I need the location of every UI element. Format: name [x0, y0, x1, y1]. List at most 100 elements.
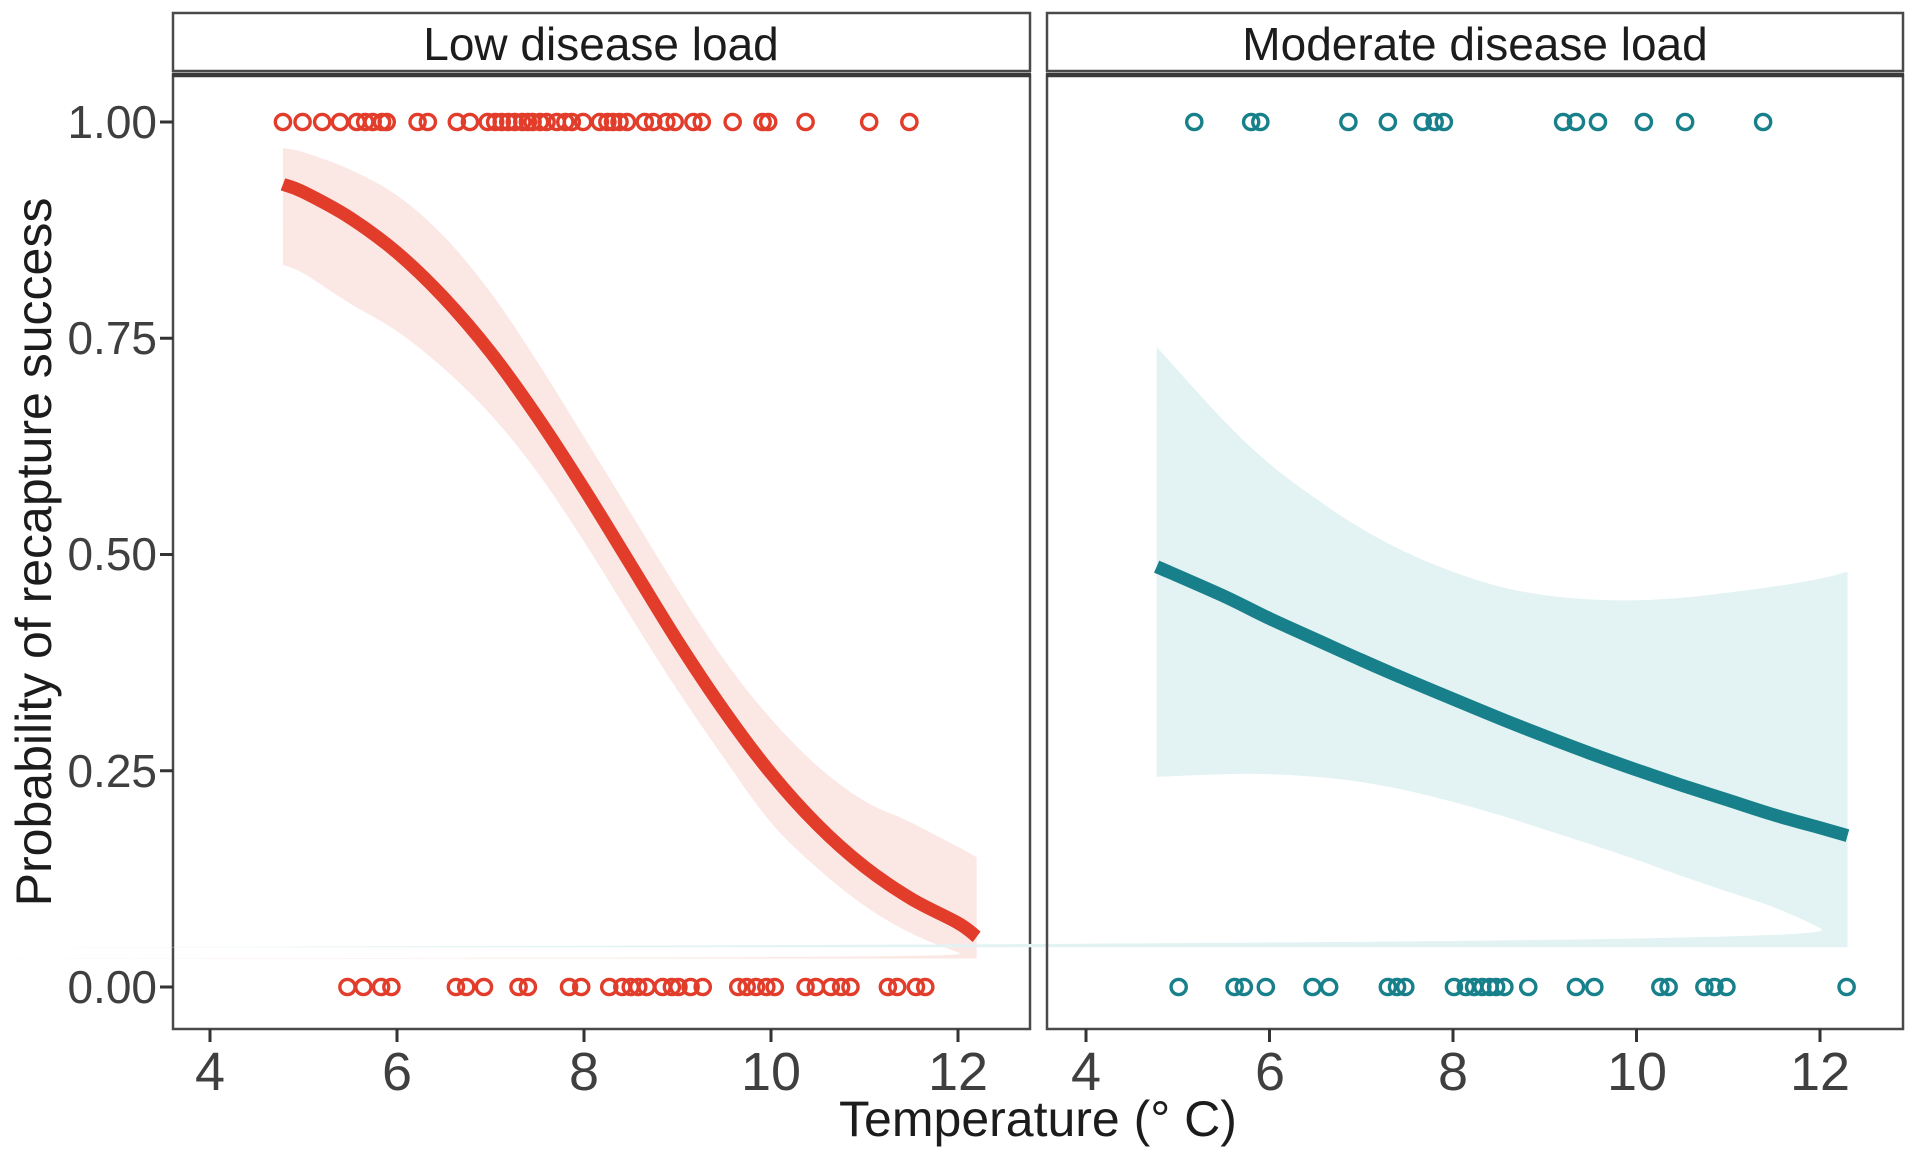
rug-point-failure	[746, 977, 766, 997]
rug-point-success	[1553, 112, 1573, 132]
rug-point-failure	[1695, 977, 1714, 997]
rug-point-failure	[371, 977, 391, 997]
fit-line	[280, 178, 981, 943]
rug-point-failure	[693, 977, 713, 997]
rug-point-success	[692, 112, 712, 132]
rug-point-success	[460, 112, 480, 132]
rug-point-success	[273, 112, 293, 132]
rug-point-failure	[456, 977, 476, 997]
rug-point-success	[1425, 112, 1444, 132]
x-axis-title: Temperature (° C)	[839, 1091, 1237, 1147]
rug-point-success	[505, 112, 525, 132]
x-tick-label-right-4: 4	[1070, 1042, 1102, 1102]
rug-point-failure	[915, 977, 935, 997]
rug-point-failure	[728, 977, 748, 997]
rug-point-failure	[518, 977, 538, 997]
rug-point-failure	[1234, 977, 1254, 997]
facet-strip-box	[171, 11, 1032, 73]
rug-point-success	[758, 112, 778, 132]
rug-point-success	[617, 112, 637, 132]
rug-point-success	[656, 112, 676, 132]
y-tick-label-0.50: 0.50	[67, 528, 157, 580]
rug-point-success	[1753, 112, 1773, 132]
rug-point-success	[408, 112, 427, 132]
rug-point-failure	[559, 977, 579, 997]
rug-point-failure	[737, 977, 756, 997]
rug-point-success	[1634, 112, 1654, 132]
facet-strip-box	[1045, 11, 1905, 73]
rug-point-failure	[765, 977, 785, 997]
rug-point-success	[562, 112, 582, 132]
rug-point-failure	[382, 977, 401, 997]
rug-point-failure	[1717, 977, 1736, 997]
y-tick-label-1.00: 1.00	[67, 96, 157, 148]
confidence-ribbon	[0, 346, 1848, 948]
rug-point-success	[556, 112, 575, 132]
rug-point-failure	[1518, 977, 1538, 997]
rug-point-failure	[841, 977, 860, 997]
rug-point-success	[1251, 112, 1270, 132]
rug-point-failure	[354, 977, 373, 997]
rug-point-success	[492, 112, 512, 132]
facet-strip-label-low: Low disease load	[423, 18, 779, 70]
x-tick-label-left-8: 8	[568, 1042, 600, 1102]
x-tick-label-left-6: 6	[381, 1042, 413, 1102]
rug-point-success	[684, 112, 703, 132]
rug-point-failure	[1169, 977, 1188, 997]
rug-point-failure	[1566, 977, 1586, 997]
x-tick-label-right-12: 12	[1789, 1042, 1851, 1102]
rug-point-success	[1339, 112, 1358, 132]
rug-point-failure	[821, 977, 841, 997]
y-tick-label-0.25: 0.25	[67, 745, 157, 797]
rug-point-success	[635, 112, 655, 132]
rug-point-success	[1675, 112, 1695, 132]
rug-point-failure	[1225, 977, 1244, 997]
rug-point-failure	[906, 977, 926, 997]
rug-point-failure	[1395, 977, 1415, 997]
rug-point-success	[312, 112, 332, 132]
rug-point-failure	[1444, 977, 1464, 997]
rug-point-success	[537, 112, 556, 132]
x-tick-label-right-10: 10	[1606, 1042, 1668, 1102]
rug-point-success	[598, 112, 617, 132]
rug-point-failure	[628, 977, 648, 997]
facet-strip-label-moderate: Moderate disease load	[1242, 18, 1708, 70]
rug-point-failure	[1495, 977, 1514, 997]
x-tick-label-right-8: 8	[1437, 1042, 1469, 1102]
rug-point-success	[665, 112, 684, 132]
rug-point-success	[1378, 112, 1398, 132]
rug-point-success	[753, 112, 772, 132]
rug-point-failure	[831, 977, 851, 997]
x-tick-label-left-4: 4	[194, 1042, 226, 1102]
rug-point-success	[796, 112, 815, 132]
rug-point-success	[1588, 112, 1608, 132]
y-tick-label-0.75: 0.75	[67, 312, 157, 364]
rug-point-failure	[509, 977, 528, 997]
rug-point-failure	[662, 977, 682, 997]
rug-point-failure	[1584, 977, 1604, 997]
rug-point-failure	[878, 977, 898, 997]
confidence-ribbon	[0, 147, 977, 959]
rug-point-failure	[669, 977, 688, 997]
rug-point-success	[447, 112, 467, 132]
rug-point-failure	[681, 977, 700, 997]
rug-point-success	[859, 112, 879, 132]
rug-point-failure	[571, 977, 591, 997]
rug-point-success	[900, 112, 919, 132]
rug-point-success	[485, 112, 505, 132]
rug-point-success	[1413, 112, 1433, 132]
rug-point-success	[1241, 112, 1261, 132]
rug-point-failure	[599, 977, 619, 997]
rug-point-success	[723, 112, 742, 132]
rug-point-failure	[1705, 977, 1724, 997]
rug-point-failure	[796, 977, 815, 997]
rug-point-failure	[1651, 977, 1670, 997]
rug-point-success	[377, 112, 397, 132]
rug-point-failure	[1659, 977, 1678, 997]
x-tick-label-left-10: 10	[740, 1042, 802, 1102]
rug-point-failure	[1319, 977, 1339, 997]
rug-point-success	[1566, 112, 1586, 132]
y-tick-label-0.00: 0.00	[67, 961, 157, 1013]
